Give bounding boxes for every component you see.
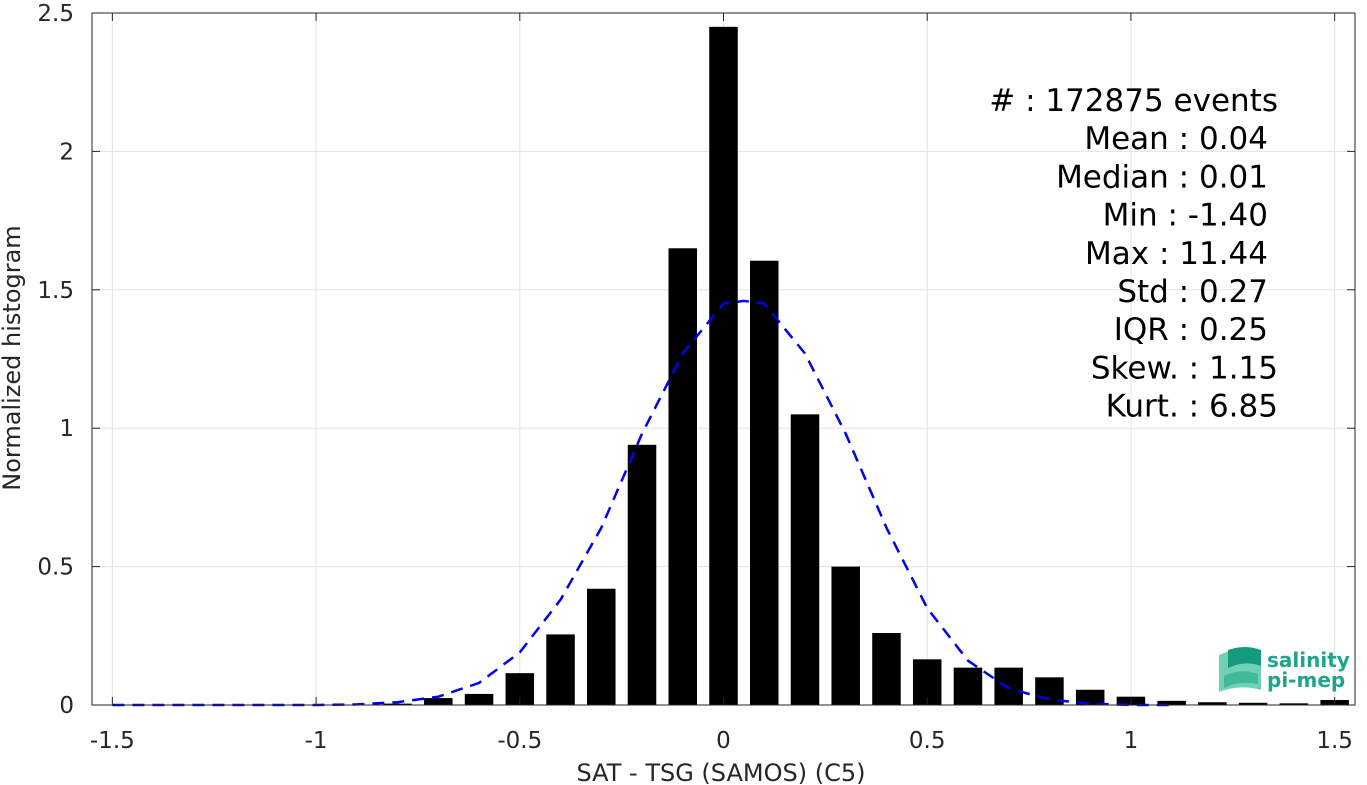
histogram-bar	[953, 667, 983, 705]
x-axis-label: SAT - TSG (SAMOS) (C5)	[577, 759, 866, 785]
histogram-bar	[668, 248, 698, 705]
x-tick-label: -0.5	[497, 728, 542, 754]
x-tick-label: 0	[716, 728, 731, 754]
gaussian-fit-curve	[112, 299, 1172, 707]
x-tick-label: 1.5	[1316, 728, 1353, 754]
x-tick-label: 1	[1124, 728, 1139, 754]
ticks	[92, 12, 1355, 706]
histogram-bar	[1238, 702, 1268, 705]
logo-line-1: salinity	[1267, 648, 1350, 672]
stat-line: Max : 11.44	[1085, 236, 1268, 272]
histogram-bar	[464, 693, 494, 705]
histogram-bar	[627, 444, 657, 705]
x-tick-label: 0.5	[909, 728, 946, 754]
y-tick-label: 1	[59, 416, 74, 442]
histogram-bar	[1157, 700, 1186, 705]
y-axis-label: Normalized histogram	[0, 225, 26, 490]
y-tick-label: 0.5	[37, 555, 74, 581]
stat-line: Std : 0.27	[1117, 274, 1268, 310]
fit-curve-layer	[112, 299, 1172, 707]
y-tick-label: 2.5	[37, 1, 74, 27]
histogram-bar	[749, 260, 779, 705]
stat-line: IQR : 0.25	[1114, 312, 1268, 348]
stat-line: # : 172875 events	[989, 83, 1278, 119]
histogram-bar	[790, 414, 820, 705]
stat-line: Mean : 0.04	[1084, 121, 1268, 157]
stat-line: Median : 0.01	[1056, 159, 1268, 195]
bars-layer	[383, 26, 1349, 705]
histogram-bar	[709, 26, 738, 705]
y-tick-labels: 0 0.5 1 1.5 2 2.5	[37, 1, 74, 719]
histogram-bar	[872, 633, 901, 705]
y-tick-label: 0	[59, 693, 74, 719]
histogram-bar	[424, 698, 453, 705]
histogram-bar	[994, 667, 1023, 705]
x-tick-label: -1.5	[90, 728, 135, 754]
stat-line: Kurt. : 6.85	[1106, 389, 1278, 425]
histogram-bar	[1279, 703, 1309, 705]
logo-line-2: pi-mep	[1267, 668, 1345, 692]
salinity-pi-mep-logo: salinity pi-mep	[1219, 647, 1350, 692]
x-tick-label: -1	[305, 728, 328, 754]
x-tick-labels: -1.5 -1 -0.5 0 0.5 1 1.5	[90, 728, 1353, 754]
logo-mark-icon	[1219, 647, 1261, 692]
histogram-bar	[383, 703, 412, 705]
stat-line: Min : -1.40	[1103, 198, 1268, 234]
stat-line: Skew. : 1.15	[1091, 350, 1278, 386]
y-tick-label: 2	[59, 139, 74, 165]
histogram-bar	[546, 634, 575, 705]
y-tick-label: 1.5	[37, 278, 74, 304]
histogram-bar	[587, 588, 616, 705]
histogram-bar	[831, 566, 860, 705]
histogram-bar	[1075, 689, 1105, 705]
histogram-bar	[1198, 702, 1227, 705]
